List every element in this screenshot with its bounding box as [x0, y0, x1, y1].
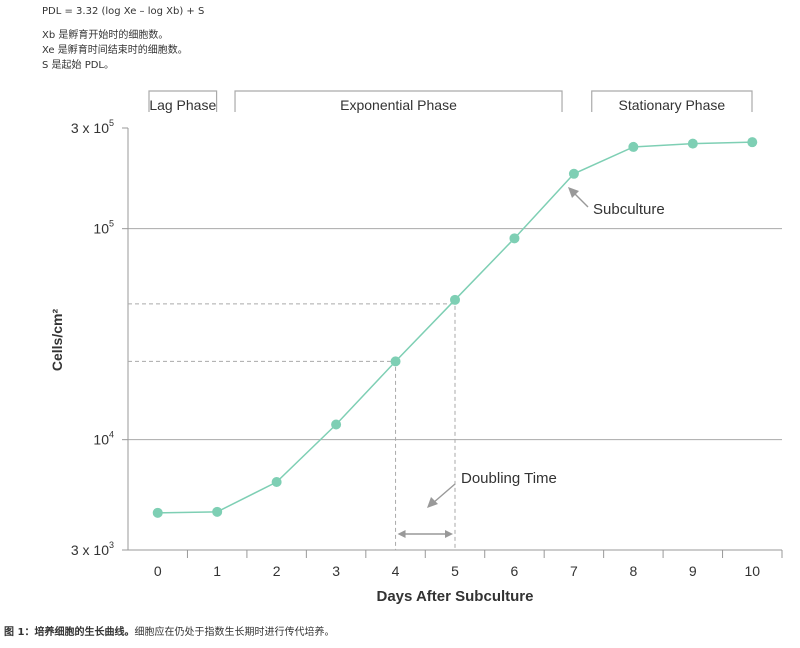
formula-notes: PDL = 3.32 (log Xe – log Xb) + S Xb 是孵育开…	[42, 4, 204, 73]
pdl-formula: PDL = 3.32 (log Xe – log Xb) + S	[42, 6, 205, 17]
note-xe: Xe 是孵育时间结束时的细胞数。	[42, 45, 188, 56]
data-point-day-0	[152, 507, 163, 518]
phase-bracket-1	[234, 90, 563, 112]
note-xb: Xb 是孵育开始时的细胞数。	[42, 30, 169, 41]
data-point-day-2	[271, 477, 282, 488]
phase-label-1: Exponential Phase	[340, 97, 457, 113]
doubling-guide-end	[128, 303, 456, 550]
y-tick-label-1: 104	[93, 430, 114, 448]
doubling-guide-start	[128, 360, 397, 550]
phase-label-0: Lag Phase	[149, 97, 216, 113]
x-tick-label-7: 7	[570, 563, 578, 579]
axis-ticks: 0 1 2 3 4 5 6 7 8 9 10 3 x 103 104 105 3 x 105	[71, 118, 783, 579]
x-tick-label-1: 1	[213, 563, 221, 579]
doubling-arrowhead	[427, 497, 438, 508]
y-axis-label: Cells/cm²	[49, 309, 65, 372]
data-point-day-6	[509, 233, 520, 244]
y-tick-label-3: 3 x 105	[71, 118, 114, 136]
axes	[127, 128, 782, 551]
caption-label: 图 1：培养细胞的生长曲线。	[4, 627, 135, 638]
annotations: Subculture Doubling Time	[427, 187, 665, 508]
data-point-day-8	[628, 141, 639, 152]
phase-brackets: Lag Phase Exponential Phase Stationary Pha…	[148, 90, 753, 113]
data-point-day-4	[390, 356, 401, 367]
doubling-arrowhead-right	[445, 530, 453, 538]
x-tick-label-8: 8	[629, 563, 637, 579]
data-point-day-10	[747, 137, 758, 148]
phase-label-2: Stationary Phase	[619, 97, 726, 113]
data-point-day-9	[687, 138, 698, 149]
x-tick-label-5: 5	[451, 563, 459, 579]
x-tick-label-4: 4	[392, 563, 400, 579]
annotation-subculture: Subculture	[593, 201, 665, 218]
note-s: S 是起始 PDL。	[42, 60, 115, 71]
x-tick-label-10: 10	[744, 563, 760, 579]
annotation-doubling-time: Doubling Time	[461, 470, 557, 487]
data-point-day-5	[450, 294, 460, 305]
x-tick-label-6: 6	[511, 563, 519, 579]
x-tick-label-2: 2	[273, 563, 281, 579]
data-point-day-1	[212, 506, 223, 517]
data-point-day-7	[568, 168, 579, 179]
figure-caption: 图 1：培养细胞的生长曲线。细胞应在仍处于指数生长期时进行传代培养。	[4, 623, 334, 638]
x-tick-label-0: 0	[154, 563, 162, 579]
doubling-arrowhead-left	[397, 530, 406, 538]
phase-bracket-0	[148, 90, 218, 112]
series	[152, 137, 758, 518]
x-axis-label: Days After Subculture	[377, 588, 534, 605]
caption-text: 细胞应在仍处于指数生长期时进行传代培养。	[134, 627, 335, 638]
doubling-arrow-line	[432, 483, 456, 504]
x-tick-label-3: 3	[332, 563, 340, 579]
growth-curve-chart: Lag Phase Exponential Phase Stationary Pha…	[49, 90, 783, 605]
y-tick-label-0: 3 x 103	[71, 540, 114, 558]
y-tick-label-2: 105	[93, 219, 114, 237]
x-tick-label-9: 9	[689, 563, 697, 579]
phase-bracket-2	[591, 90, 753, 112]
subculture-arrowhead	[568, 187, 579, 198]
data-point-day-3	[331, 419, 342, 430]
